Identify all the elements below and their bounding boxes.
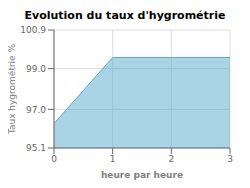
svg-text:2: 2 xyxy=(168,154,174,164)
svg-text:0: 0 xyxy=(51,154,57,164)
svg-text:97.0: 97.0 xyxy=(26,105,46,115)
svg-text:95.1: 95.1 xyxy=(26,143,46,153)
svg-text:heure par heure: heure par heure xyxy=(101,170,183,180)
svg-text:99.0: 99.0 xyxy=(26,64,46,74)
svg-text:3: 3 xyxy=(227,154,233,164)
svg-text:100.9: 100.9 xyxy=(20,25,46,35)
html-text:Evolution du taux d'hygrométri: Evolution du taux d'hygrométrie xyxy=(24,9,226,22)
svg-text:1: 1 xyxy=(110,154,116,164)
svg-text:Taux hygrométrie %: Taux hygrométrie % xyxy=(8,43,17,135)
